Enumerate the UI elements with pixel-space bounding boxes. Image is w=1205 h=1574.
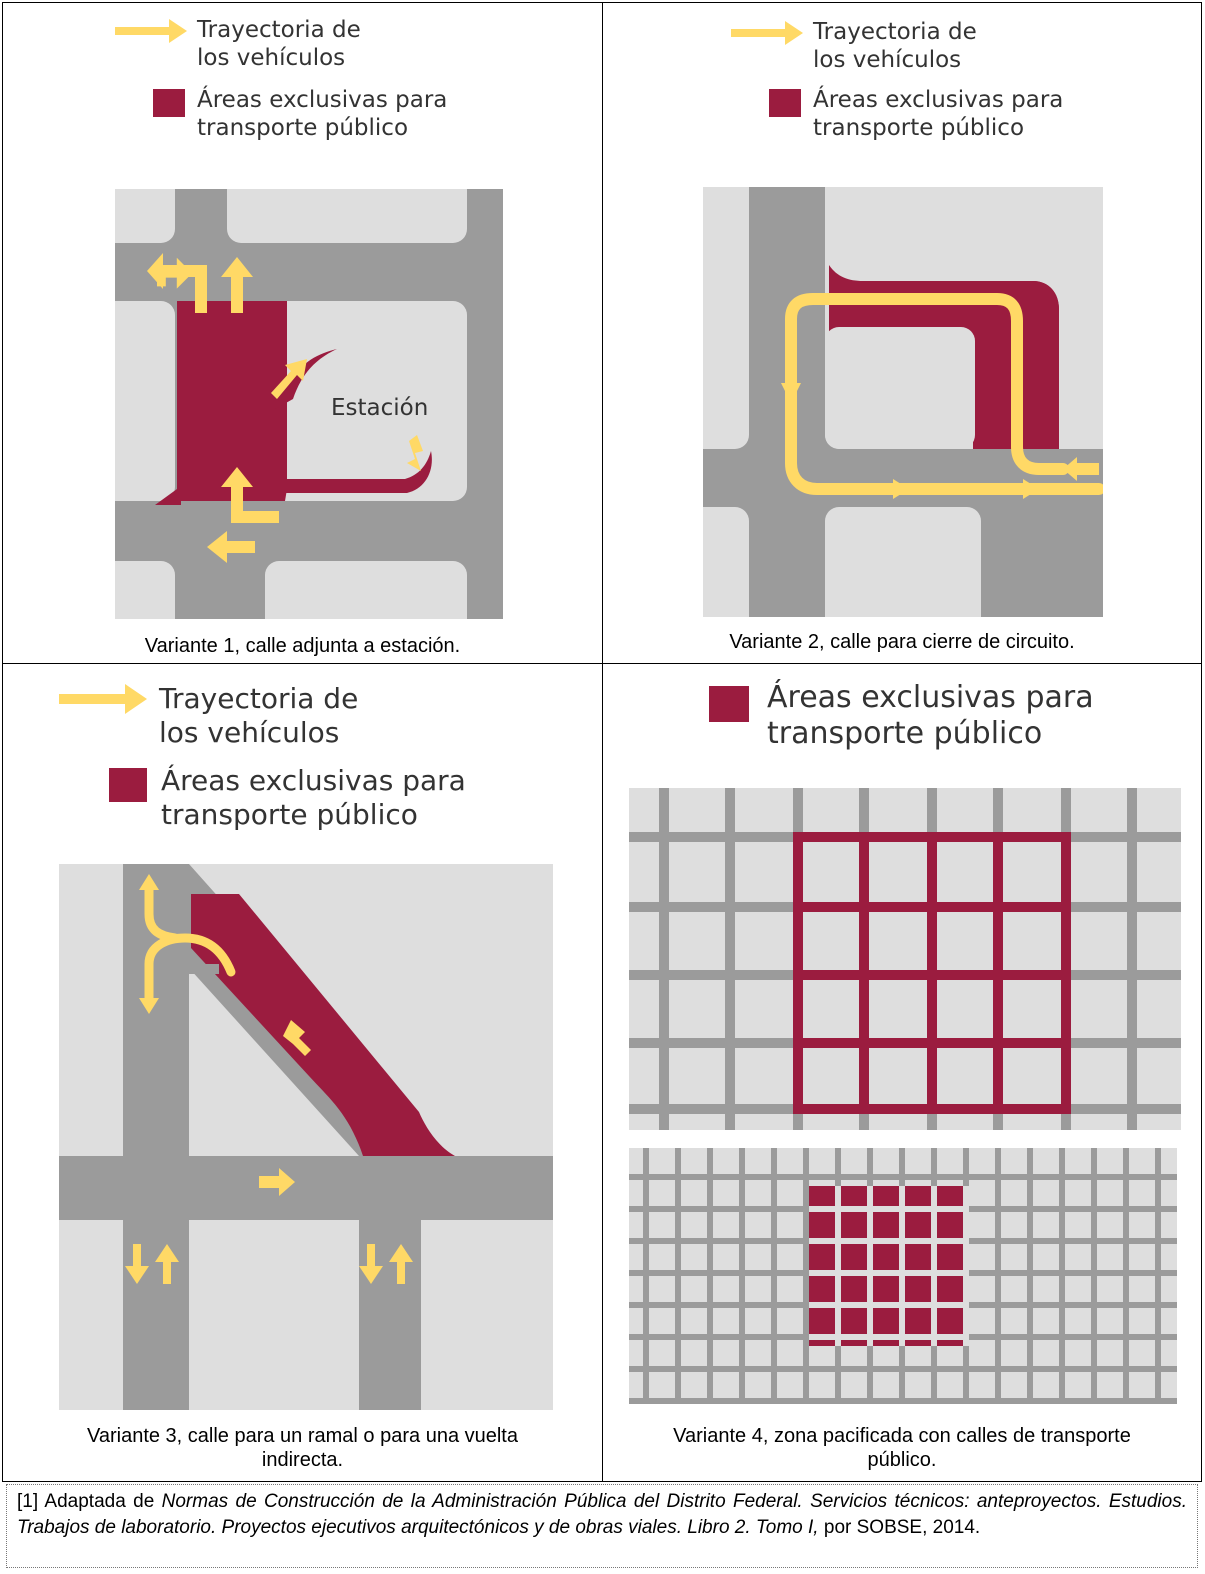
exclusive-street-horizontal <box>793 832 1071 842</box>
v1-arrow-up-icon <box>221 257 253 313</box>
exclusive-street-horizontal <box>793 1038 1071 1048</box>
exclusive-swatch-icon <box>109 768 147 802</box>
v3-arrows-right-icon <box>359 1244 413 1284</box>
legend-exclusive: Áreas exclusivas para transporte público <box>153 87 447 142</box>
street-horizontal-small <box>629 1174 1177 1180</box>
legend-trajectory: Trayectoria de los vehículos <box>115 17 361 72</box>
exclusive-swatch-icon <box>709 686 749 722</box>
variante-4-small-grid <box>629 1148 1177 1404</box>
legend-trajectory-line2: los vehículos <box>159 715 340 749</box>
caption-variante-3-line1: Variante 3, calle para un ramal o para u… <box>86 1425 518 1447</box>
zone-divider-vertical <box>963 1186 969 1346</box>
street-vertical <box>1127 788 1137 1130</box>
caption-variante-2: Variante 2, calle para cierre de circuit… <box>729 631 1075 653</box>
exclusive-street-horizontal <box>793 902 1071 912</box>
grid-background <box>629 788 1181 1130</box>
legend-exclusive-line2: transporte público <box>813 114 1025 141</box>
legend-trajectory-line1: Trayectoria de <box>159 682 359 715</box>
legend-trajectory-line1: Trayectoria de <box>813 19 977 45</box>
zone-divider-vertical <box>835 1186 841 1346</box>
legend-trajectory-3: Trayectoria de los vehículos <box>59 682 358 749</box>
zone-divider-horizontal <box>809 1206 967 1212</box>
zone-divider-vertical <box>867 1186 873 1346</box>
legend-exclusive-3: Áreas exclusivas para transporte público <box>109 764 466 831</box>
zone-divider-horizontal <box>809 1334 967 1340</box>
variante-3-diagram <box>59 864 553 1410</box>
street-vertical <box>725 788 735 1130</box>
street-horizontal-small <box>629 1398 1177 1404</box>
caption-variante-4-line1: Variante 4, zona pacificada con calles d… <box>673 1425 1131 1447</box>
panel-variante-3: Trayectoria de los vehículos Áreas exclu… <box>2 663 603 1482</box>
street-vertical <box>659 788 669 1130</box>
trajectory-arrow-icon <box>731 21 803 45</box>
zone-divider-horizontal <box>809 1238 967 1244</box>
panel-variante-1: Trayectoria de los vehículos Áreas exclu… <box>2 2 603 664</box>
v1-arrow-left-up-icon <box>147 253 207 313</box>
legend-exclusive-line1: Áreas exclusivas para <box>813 87 1064 113</box>
trajectory-arrow-icon <box>59 684 147 714</box>
variante-4-large-grid <box>629 788 1181 1130</box>
exclusive-street-horizontal <box>793 970 1071 980</box>
station-label: Estación <box>331 395 428 421</box>
v1-arrow-left-icon <box>207 531 255 563</box>
zone-divider-horizontal <box>809 1270 967 1276</box>
source-suffix: por SOBSE, 2014. <box>818 1517 981 1538</box>
v3-arrows-left-icon <box>125 1244 179 1284</box>
street-horizontal-small <box>629 1366 1177 1372</box>
zone-divider-vertical <box>931 1186 937 1346</box>
caption-variante-4-line2: público. <box>867 1449 937 1471</box>
variante-2-diagram <box>703 187 1103 617</box>
panel-variante-2: Trayectoria de los vehículos Áreas exclu… <box>602 2 1202 664</box>
legend-exclusive-line1: Áreas exclusivas para <box>161 764 466 797</box>
legend-trajectory-line2: los vehículos <box>197 44 346 71</box>
caption-variante-4: Variante 4, zona pacificada con calles d… <box>603 1424 1201 1472</box>
legend-trajectory-line2: los vehículos <box>813 46 962 73</box>
v1-arrow-station-in-icon <box>271 359 307 399</box>
legend-exclusive-line1: Áreas exclusivas para <box>197 87 448 113</box>
variante-1-diagram: Estación <box>115 189 503 619</box>
exclusive-street-horizontal <box>793 1104 1071 1114</box>
legend-exclusive-line1: Áreas exclusivas para <box>767 680 1094 715</box>
legend-exclusive-line2: transporte público <box>767 716 1043 751</box>
exclusive-swatch-icon <box>769 89 801 117</box>
legend-exclusive-2: Áreas exclusivas para transporte público <box>769 87 1063 142</box>
zone-divider-horizontal <box>809 1302 967 1308</box>
legend-exclusive-4: Áreas exclusivas para transporte público <box>709 680 1094 752</box>
caption-variante-1: Variante 1, calle adjunta a estación. <box>144 635 461 657</box>
trajectory-arrow-icon <box>115 19 187 43</box>
legend-trajectory-line1: Trayectoria de <box>197 17 361 43</box>
caption-variante-3: Variante 3, calle para un ramal o para u… <box>3 1424 602 1472</box>
v1-arrow-turn-up-icon <box>221 467 279 523</box>
legend-trajectory-2: Trayectoria de los vehículos <box>731 19 977 74</box>
exclusive-swatch-icon <box>153 89 185 117</box>
source-title: Normas de Construcción de la Administrac… <box>17 1491 1187 1538</box>
v2-circuit-path-icon <box>785 293 1103 495</box>
zone-divider-vertical <box>899 1186 905 1346</box>
source-note: [1] Adaptada de Normas de Construcción d… <box>6 1484 1198 1568</box>
legend-exclusive-line2: transporte público <box>161 797 418 831</box>
figure-grid: Trayectoria de los vehículos Áreas exclu… <box>2 2 1202 1482</box>
legend-exclusive-line2: transporte público <box>197 114 409 141</box>
v1-arrow-station-down-icon <box>407 435 423 471</box>
caption-variante-3-line2: indirecta. <box>261 1449 344 1471</box>
panel-variante-4: Áreas exclusivas para transporte público… <box>602 663 1202 1482</box>
v3-branch-path-icon <box>144 879 236 1009</box>
source-prefix: [1] Adaptada de <box>17 1491 162 1512</box>
